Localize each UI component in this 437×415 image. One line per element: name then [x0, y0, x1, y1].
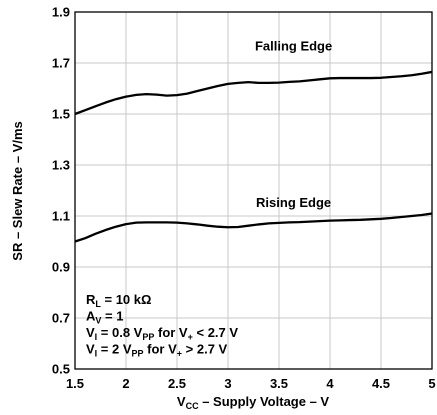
- x-tick-label-1: 2: [122, 376, 129, 391]
- y-tick-label-6: 1.7: [52, 56, 70, 71]
- plot-frame: [74, 11, 433, 370]
- x-tick-label-4: 3.5: [270, 376, 288, 391]
- x-tick-label-6: 4.5: [372, 376, 390, 391]
- series-group: [74, 70, 433, 243]
- x-axis-label: VCC – Supply Voltage – V: [177, 394, 330, 411]
- x-tick-label-2: 2.5: [168, 376, 186, 391]
- rising-edge-label: Rising Edge: [256, 195, 331, 210]
- rising-edge-line: [74, 212, 433, 243]
- y-tick-label-3: 1.1: [52, 209, 70, 224]
- condition-line-2: VI = 0.8 VPP for V+ < 2.7 V: [86, 325, 238, 342]
- y-tick-label-0: 0.5: [52, 362, 70, 377]
- grid: [74, 11, 433, 370]
- x-tick-labels: 1.5 2 2.5 3 3.5 4 4.5 5: [66, 376, 436, 391]
- y-tick-label-1: 0.7: [52, 311, 70, 326]
- x-tick-label-7: 5: [428, 376, 435, 391]
- falling-edge-line: [74, 70, 433, 116]
- y-tick-label-4: 1.3: [52, 158, 70, 173]
- condition-line-3: VI = 2 VPP for V+ > 2.7 V: [86, 342, 228, 359]
- falling-edge-label: Falling Edge: [255, 38, 332, 53]
- condition-line-1: AV = 1: [86, 309, 123, 326]
- x-tick-label-0: 1.5: [66, 376, 84, 391]
- y-tick-label-2: 0.9: [52, 260, 70, 275]
- x-tick-label-3: 3: [224, 376, 231, 391]
- condition-line-0: RL = 10 kΩ: [86, 292, 151, 309]
- y-axis-label: SR – Slew Rate – V/ms: [10, 121, 25, 260]
- x-tick-label-5: 4: [326, 376, 334, 391]
- series-labels: Falling Edge Rising Edge: [255, 38, 332, 210]
- y-tick-labels: 0.5 0.7 0.9 1.1 1.3 1.5 1.7 1.9: [52, 5, 70, 377]
- y-tick-label-5: 1.5: [52, 107, 70, 122]
- y-tick-label-7: 1.9: [52, 5, 70, 20]
